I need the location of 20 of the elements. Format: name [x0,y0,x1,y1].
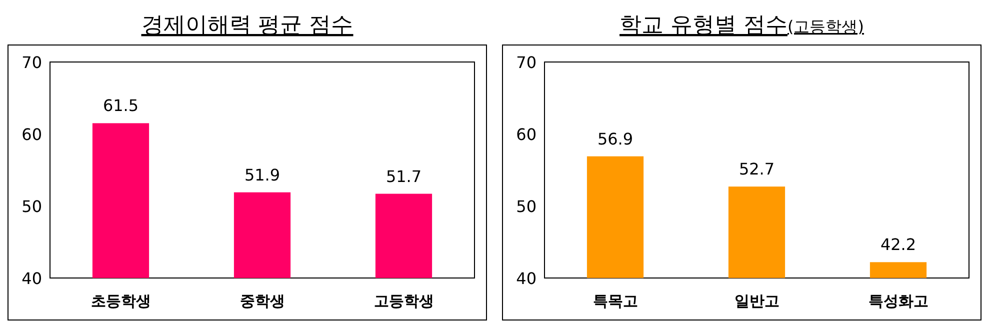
data-label: 61.5 [102,96,139,116]
y-tick-label: 50 [516,197,536,216]
data-label: 56.9 [597,129,634,148]
data-label: 51.9 [244,165,280,184]
x-tick-label: 특목고 [592,292,638,310]
y-tick-label: 70 [516,53,536,72]
x-tick-label: 특성화고 [868,292,928,310]
x-tick-label: 초등학생 [90,292,151,310]
y-tick-label: 40 [516,269,536,288]
y-tick-label: 40 [22,269,42,288]
data-label: 51.7 [386,166,422,186]
x-tick-label: 일반고 [734,292,780,310]
y-tick-label: 60 [22,125,42,144]
data-label: 52.7 [738,160,775,179]
y-tick-label: 60 [516,125,536,144]
x-tick-label: 고등학생 [374,292,434,310]
y-tick-label: 50 [22,197,42,216]
y-tick-label: 70 [22,53,42,72]
x-tick-label: 중학생 [240,292,285,310]
data-label: 42.2 [880,235,916,254]
